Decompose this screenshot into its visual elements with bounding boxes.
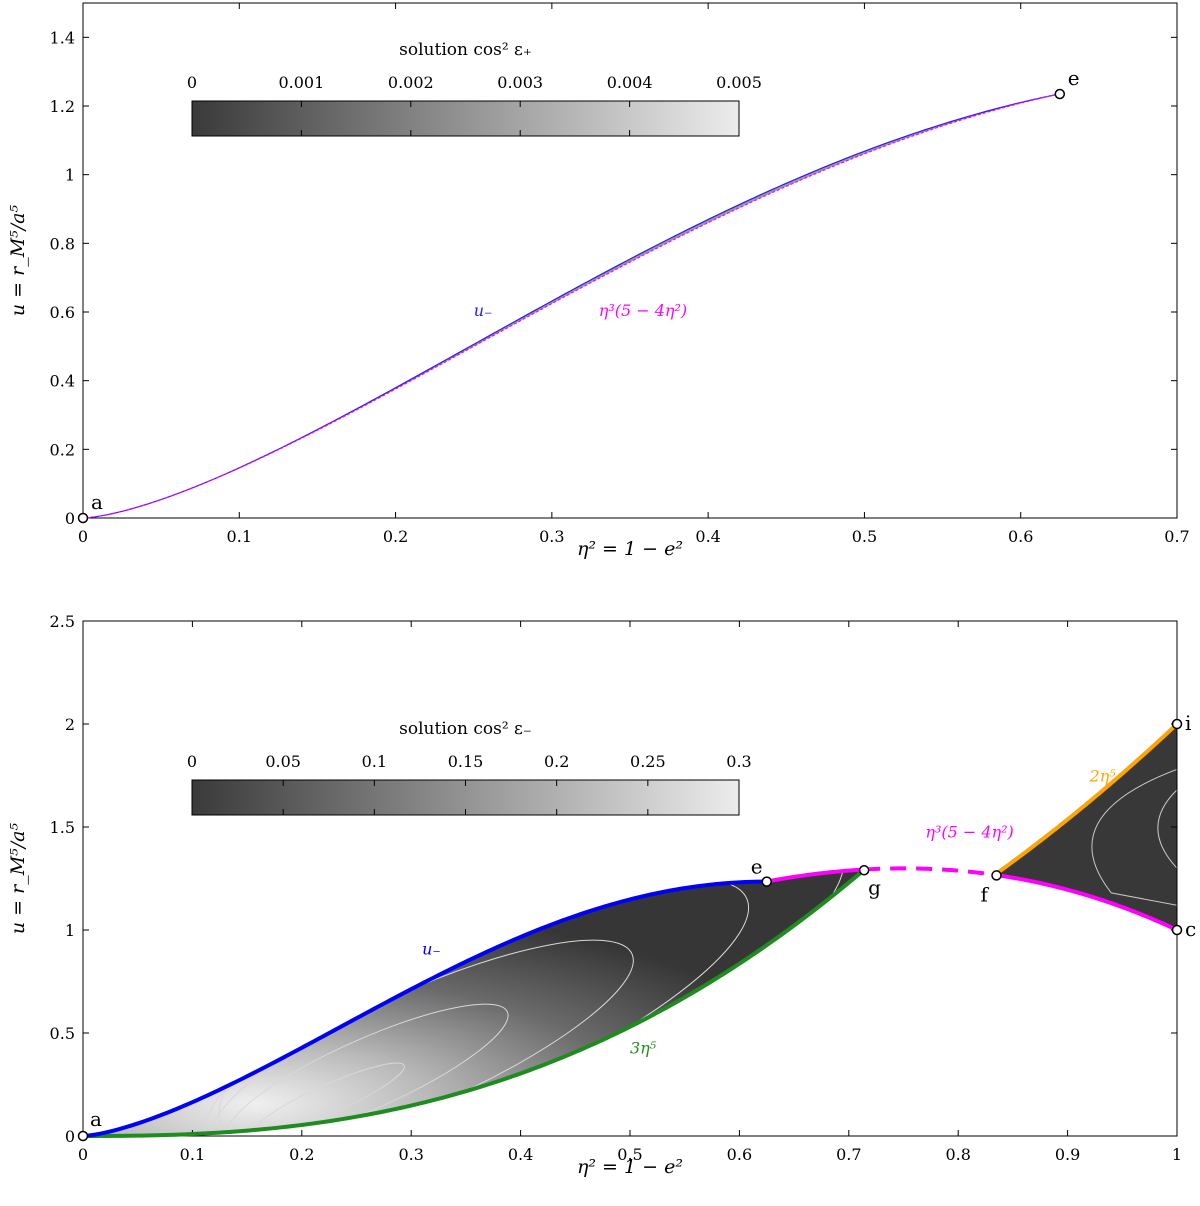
x-tick-label: 1 [1172, 1145, 1182, 1164]
colorbar [191, 100, 740, 137]
y-tick-label: 0.4 [50, 372, 75, 391]
point-c [1171, 924, 1183, 936]
point-e [761, 876, 772, 887]
colorbar-tick-label: 0.05 [265, 752, 301, 771]
y-tick-label: 1 [65, 166, 75, 185]
colorbar-tick-label: 0.3 [726, 752, 751, 771]
point-i [1171, 718, 1183, 730]
series-magenta-dashed [864, 866, 997, 878]
colorbar-tick-label: 0.001 [278, 73, 324, 92]
x-tick-label: 0.4 [508, 1145, 533, 1164]
colorbar-tick-label: 0.002 [388, 73, 434, 92]
contours-right [1091, 768, 1177, 906]
x-tick-label: 0.5 [852, 527, 877, 546]
colorbar-tick-label: 0.004 [607, 73, 653, 92]
y-tick-label: 0.8 [50, 234, 75, 253]
solution-region-right [996, 724, 1177, 930]
y-tick-label: 2.5 [50, 612, 75, 631]
y-tick-label: 0.5 [50, 1024, 75, 1043]
curve-label: 2η⁵ [1088, 767, 1116, 786]
x-tick-label: 0 [78, 527, 88, 546]
colorbar-title: solution cos² ε₋ [399, 719, 532, 739]
curve-label: η³(5 − 4η²) [599, 301, 687, 320]
curve-label: 3η⁵ [630, 1039, 657, 1058]
y-tick-label: 1.4 [50, 28, 75, 47]
y-tick-label: 0.2 [50, 440, 75, 459]
x-tick-label: 0.7 [836, 1145, 861, 1164]
point-label: g [868, 875, 881, 899]
point-a [77, 1130, 89, 1142]
contour-line [1157, 789, 1177, 869]
point-label: e [1068, 66, 1080, 90]
x-axis-label: η² = 1 − e² [577, 538, 683, 560]
colorbar-tick-label: 0.003 [497, 73, 543, 92]
x-tick-label: 0.9 [1055, 1145, 1080, 1164]
point-g [858, 865, 870, 876]
y-tick-label: 1.5 [50, 818, 75, 837]
curve-label: u₋ [422, 940, 441, 959]
colorbar-tick-label: 0.1 [362, 752, 387, 771]
colorbar-tick-label: 0.2 [544, 752, 569, 771]
y-tick-label: 0 [65, 509, 75, 528]
x-tick-label: 0.1 [227, 527, 252, 546]
y-tick-label: 1 [65, 921, 75, 940]
y-tick-label: 0 [65, 1127, 75, 1146]
series-magenta-right [996, 873, 1178, 932]
y-axis-label: u = r_M⁵/a⁵ [7, 823, 29, 935]
series-magenta [82, 93, 1060, 519]
x-tick-label: 0.8 [945, 1145, 970, 1164]
colorbar-tick-label: 0.005 [716, 73, 762, 92]
x-tick-label: 0.2 [289, 1145, 314, 1164]
colorbar-tick-label: 0.25 [630, 752, 666, 771]
colorbar-tick-label: 0 [187, 752, 197, 771]
x-tick-label: 0.3 [539, 527, 564, 546]
x-tick-label: 0.4 [695, 527, 720, 546]
point-label: f [980, 882, 989, 906]
solution-region-left [83, 869, 865, 1136]
x-tick-label: 0.5 [617, 1145, 642, 1164]
point-a [77, 512, 89, 524]
colorbar-tick-label: 0 [187, 73, 197, 92]
point-label: e [751, 855, 763, 879]
y-tick-label: 1.2 [50, 97, 75, 116]
series-2eta5 [995, 722, 1179, 876]
point-label: c [1185, 917, 1196, 941]
contour-line [226, 1003, 509, 1136]
y-tick-label: 0.6 [50, 303, 75, 322]
point-f [991, 870, 1002, 881]
colorbar-tick-label: 0.15 [448, 752, 484, 771]
x-tick-label: 0.3 [398, 1145, 423, 1164]
bottom-panel: 0 0.1 0.2 0.3 0.4 0.5 0.6 0.7 0.8 0.9 1 0 0.5 1 1.5 2 2.… [7, 612, 1196, 1178]
x-axis-label: η² = 1 − e² [577, 1156, 683, 1178]
curve-label: η³(5 − 4η²) [925, 822, 1013, 841]
top-panel: 0 0.1 0.2 0.3 0.4 0.5 0.6 0.7 0 0.2 0.4 0.6 0.8 1 1.2 1… [7, 2, 1190, 560]
colorbar-title: solution cos² ε₊ [399, 40, 532, 60]
y-axis-label: u = r_M⁵/a⁵ [7, 205, 29, 317]
point-label: a [90, 1107, 102, 1131]
series-magenta-left [766, 867, 865, 884]
plot-frame [82, 2, 1178, 519]
x-tick-label: 0.2 [383, 527, 408, 546]
x-tick-label: 0 [78, 1145, 88, 1164]
x-tick-label: 0.1 [180, 1145, 205, 1164]
contour-line [1091, 768, 1177, 906]
series-u-minus [82, 879, 767, 1138]
y-tick-label: 2 [65, 715, 75, 734]
point-label: i [1185, 711, 1191, 735]
point-e [1054, 88, 1066, 100]
x-tick-label: 0.7 [1164, 527, 1189, 546]
series-u-minus [82, 93, 1060, 519]
x-tick-label: 0.6 [1008, 527, 1033, 546]
series-3eta5 [83, 868, 866, 1138]
curve-label: u₋ [474, 301, 493, 320]
x-tick-label: 0.6 [727, 1145, 752, 1164]
solution-region [83, 93, 1060, 518]
point-label: a [91, 490, 103, 514]
